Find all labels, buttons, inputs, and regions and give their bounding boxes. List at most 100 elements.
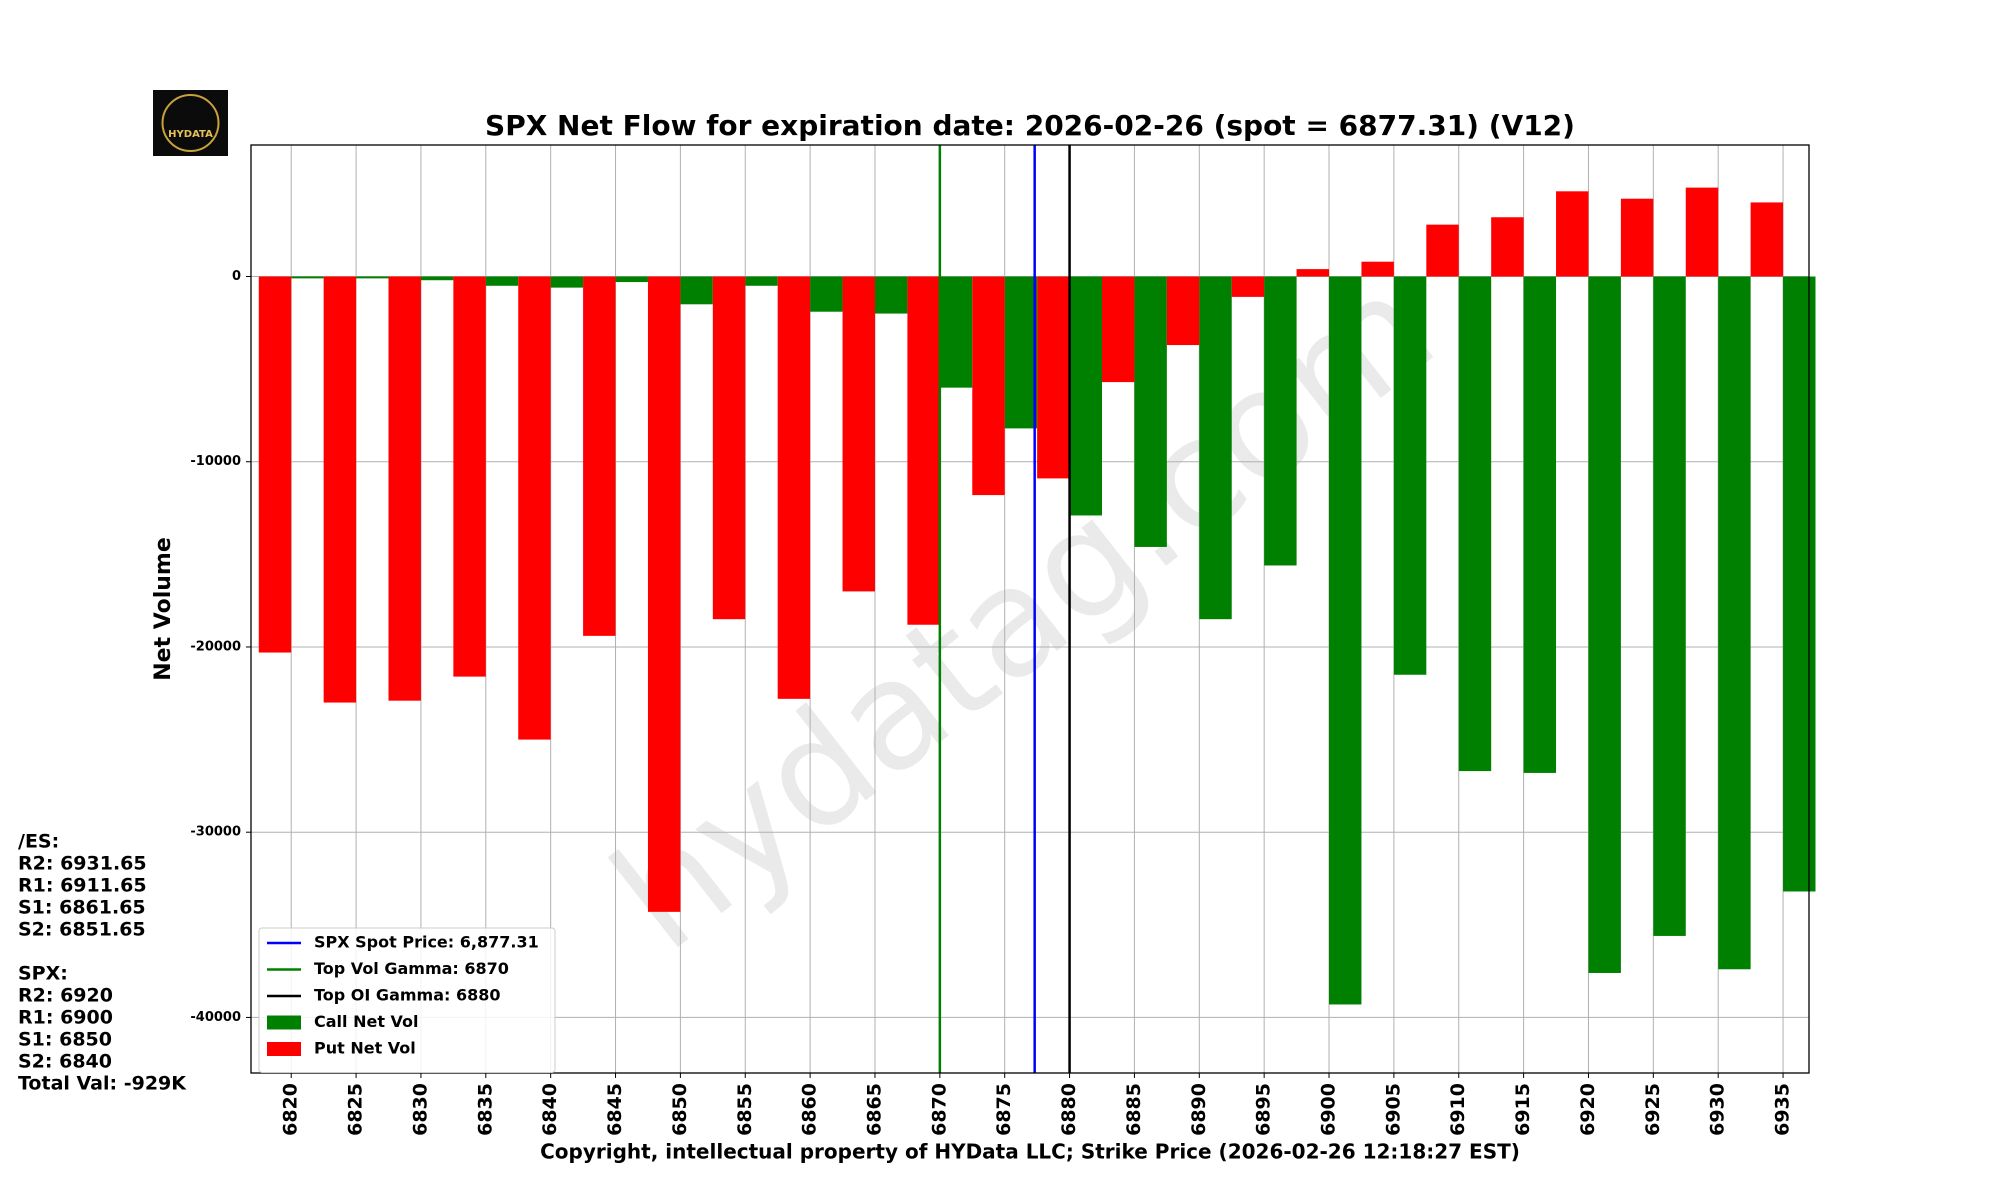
x-tick-label: 6840	[539, 1083, 561, 1136]
bar	[1069, 276, 1102, 516]
x-tick-label: 6910	[1447, 1083, 1469, 1136]
side-note: R1: 6900	[18, 1007, 113, 1029]
y-axis-label: Net Volume	[151, 537, 176, 681]
plot-layer: hydatag.com-40000-30000-20000-1000006820…	[18, 144, 1816, 1136]
logo-box	[153, 90, 228, 156]
bar	[1685, 187, 1719, 277]
y-tick-label: -30000	[190, 825, 241, 840]
bar	[1101, 276, 1135, 383]
bar	[1718, 276, 1751, 970]
bar	[1556, 191, 1589, 277]
side-note: /ES:	[18, 831, 59, 853]
x-tick-label: 6880	[1058, 1083, 1080, 1136]
legend-label: Top OI Gamma: 6880	[314, 986, 501, 1005]
bar	[388, 276, 421, 701]
bar	[1653, 276, 1686, 936]
x-tick-label: 6915	[1512, 1083, 1534, 1136]
bar	[874, 276, 908, 314]
bar	[1491, 217, 1524, 277]
x-tick-label: 6930	[1707, 1083, 1729, 1136]
bar	[1620, 198, 1654, 277]
x-tick-label: 6925	[1642, 1083, 1664, 1136]
bar	[615, 276, 648, 283]
bar	[745, 276, 778, 286]
bar	[1329, 276, 1362, 1005]
y-tick-label: -20000	[190, 639, 241, 654]
bar	[1426, 224, 1459, 277]
x-tick-label: 6855	[734, 1083, 756, 1136]
legend-label: Top Vol Gamma: 6870	[314, 959, 509, 978]
bar	[1199, 276, 1232, 620]
bar	[583, 276, 616, 636]
side-note: S1: 6850	[18, 1029, 112, 1051]
bar	[680, 276, 713, 305]
x-tick-label: 6900	[1318, 1083, 1340, 1136]
y-tick-label: -10000	[190, 454, 241, 469]
bar	[1296, 269, 1330, 277]
bar	[518, 276, 551, 740]
bar	[1393, 276, 1427, 675]
side-note: R1: 6911.65	[18, 875, 147, 897]
x-tick-label: 6935	[1772, 1083, 1794, 1136]
bar	[810, 276, 843, 312]
plot-frame	[250, 144, 1810, 1074]
bar	[1231, 276, 1265, 297]
bar	[1134, 276, 1167, 547]
legend-swatch	[267, 1042, 301, 1056]
x-tick-label: 6890	[1188, 1083, 1210, 1136]
x-axis-label: Copyright, intellectual property of HYDa…	[540, 1140, 1520, 1164]
side-note: Total Val: -929K	[18, 1073, 187, 1095]
logo-ring	[161, 94, 220, 152]
bar	[1166, 276, 1200, 346]
bar	[258, 276, 292, 653]
bar	[291, 276, 324, 279]
bar	[777, 276, 811, 699]
bar	[1523, 276, 1557, 773]
bar	[842, 276, 875, 592]
legend-swatch	[267, 1015, 301, 1030]
x-tick-label: 6860	[799, 1083, 821, 1136]
x-tick-label: 6835	[474, 1083, 496, 1136]
legend-label: SPX Spot Price: 6,877.31	[314, 933, 539, 952]
bar	[356, 276, 389, 279]
x-tick-label: 6920	[1577, 1083, 1599, 1136]
bar	[939, 276, 973, 388]
chart-title: SPX Net Flow for expiration date: 2026-0…	[485, 109, 1575, 142]
bar	[1264, 276, 1297, 566]
x-tick-label: 6895	[1253, 1083, 1275, 1136]
side-note: S2: 6840	[18, 1051, 112, 1073]
bar	[1037, 276, 1070, 479]
bar	[1750, 202, 1784, 277]
side-note: S2: 6851.65	[18, 919, 146, 941]
x-tick-label: 6850	[669, 1083, 691, 1136]
side-note: S1: 6861.65	[18, 897, 146, 919]
x-tick-label: 6865	[863, 1083, 885, 1136]
legend-label: Call Net Vol	[314, 1012, 419, 1031]
x-tick-label: 6830	[409, 1083, 431, 1136]
side-note: R2: 6931.65	[18, 853, 147, 875]
bar	[712, 276, 746, 620]
side-note: R2: 6920	[18, 985, 113, 1007]
side-note: SPX:	[18, 963, 68, 985]
x-tick-label: 6875	[993, 1083, 1015, 1136]
x-tick-label: 6825	[345, 1083, 367, 1136]
bar	[972, 276, 1005, 496]
bar	[647, 276, 681, 912]
logo: HYDATA	[153, 90, 228, 156]
bar	[453, 276, 486, 677]
legend: SPX Spot Price: 6,877.31 Top Vol Gamma: 6…	[258, 927, 556, 1073]
bar	[1004, 276, 1038, 429]
x-tick-label: 6820	[280, 1083, 302, 1136]
x-tick-label: 6885	[1123, 1083, 1145, 1136]
legend-label: Put Net Vol	[314, 1039, 416, 1058]
bar	[420, 276, 454, 281]
bar	[550, 276, 584, 288]
bar	[1783, 276, 1816, 892]
bar	[1361, 261, 1394, 277]
bar	[1588, 276, 1621, 973]
bar	[1458, 276, 1492, 772]
logo-text: HYDATA	[168, 129, 213, 140]
x-tick-label: 6870	[928, 1083, 950, 1136]
